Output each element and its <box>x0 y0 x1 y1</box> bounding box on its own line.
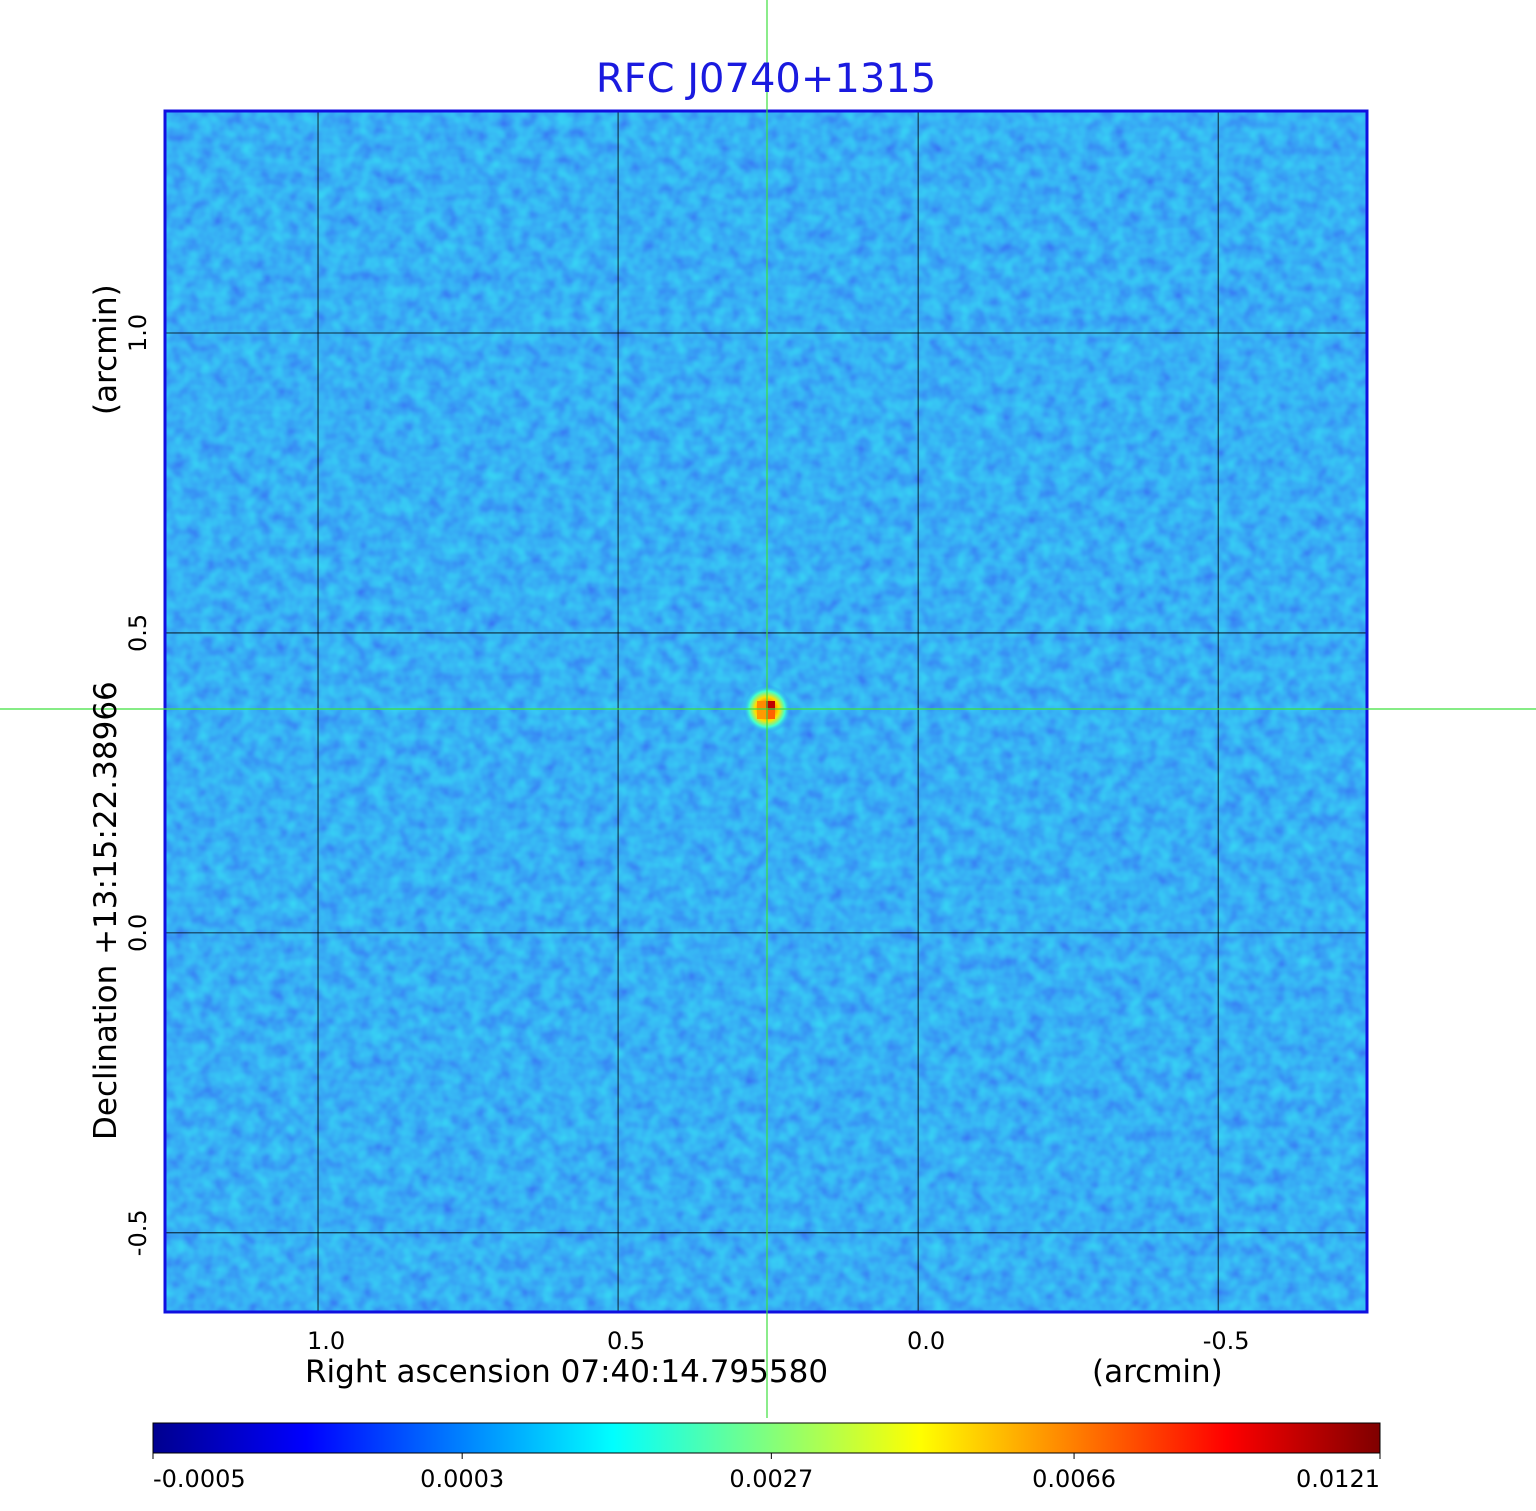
image <box>165 111 1367 1312</box>
x-tick-label: -0.5 <box>1203 1327 1250 1355</box>
colorbar-tick-label: 0.0003 <box>420 1465 504 1493</box>
y-tick-label: 0.0 <box>124 914 152 952</box>
y-tick-label: -0.5 <box>124 1209 152 1256</box>
x-tick-label: 1.0 <box>307 1327 345 1355</box>
x-axis-unit: (arcmin) <box>1092 1354 1223 1390</box>
colorbar-tick-label: 0.0027 <box>729 1465 813 1493</box>
chart-title: RFC J0740+1315 <box>596 56 936 102</box>
plot-frame <box>163 109 1369 1314</box>
y-axis-unit: (arcmin) <box>88 284 124 415</box>
colorbar-tick-label: -0.0005 <box>153 1465 246 1493</box>
x-tick-label: 0.5 <box>607 1327 645 1355</box>
x-axis-label: Right ascension 07:40:14.795580 <box>305 1354 828 1390</box>
source-pixel <box>766 701 775 710</box>
source-pixel <box>757 710 766 719</box>
source-pixel <box>757 701 766 710</box>
y-tick-label: 1.0 <box>124 314 152 352</box>
x-tick-label: 0.0 <box>907 1327 945 1355</box>
colorbar-tick-label: 0.0066 <box>1032 1465 1116 1493</box>
y-tick-label: 0.5 <box>124 614 152 652</box>
colorbar <box>152 1422 1381 1454</box>
y-axis-label: Declination +13:15:22.38966 <box>88 681 124 1140</box>
colorbar-tick-label: 0.0121 <box>1296 1465 1380 1493</box>
source-pixel <box>766 710 775 719</box>
grid <box>165 111 1367 1312</box>
